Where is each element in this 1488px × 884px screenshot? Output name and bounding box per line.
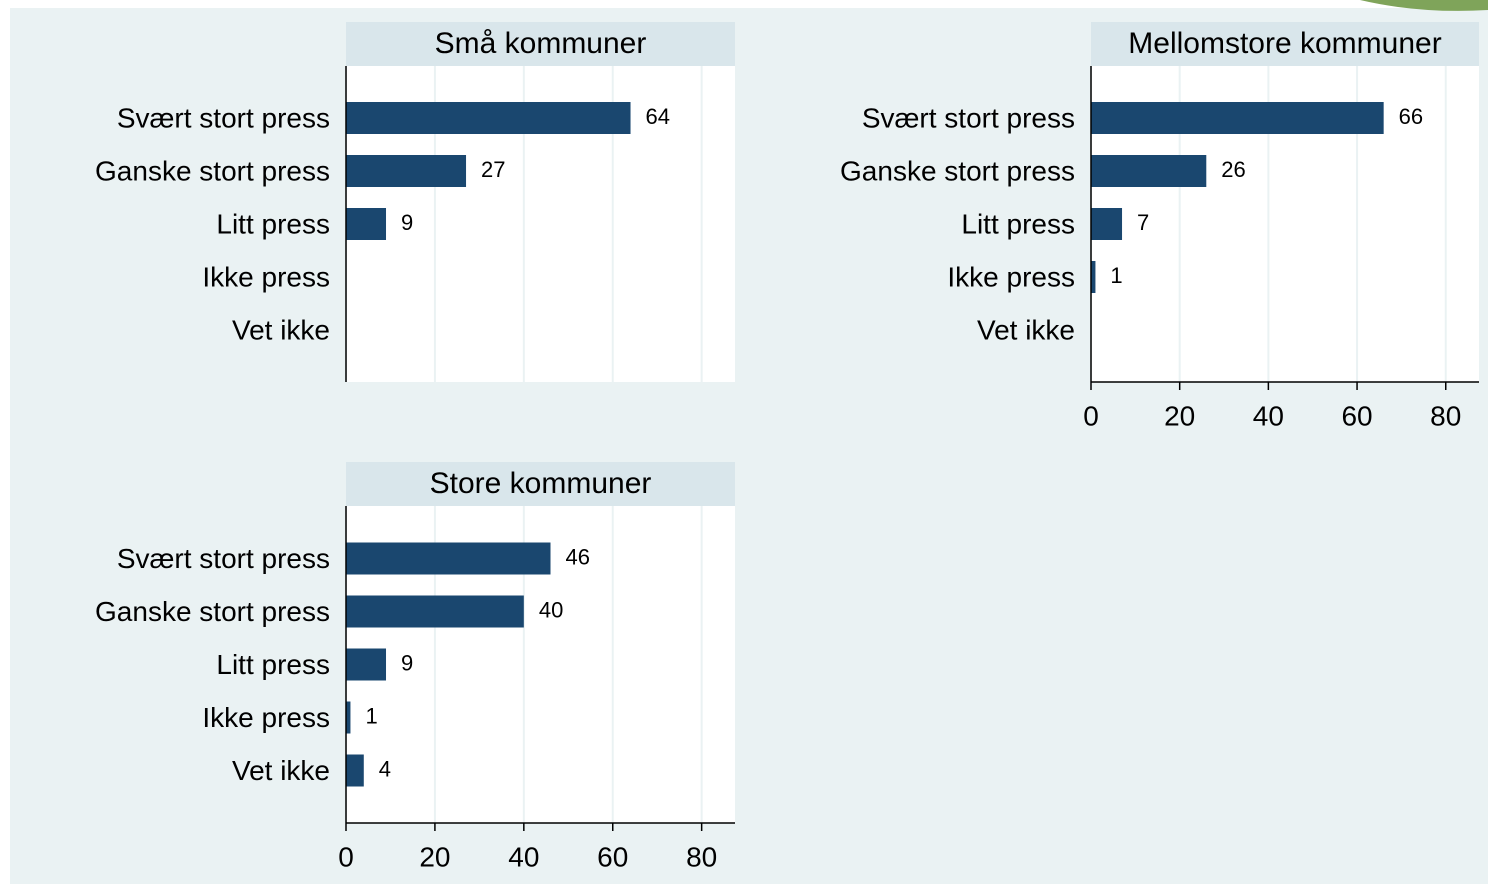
x-tick-label: 60 (1341, 400, 1372, 431)
corner-decoration (1360, 0, 1488, 11)
y-tick-label: Ganske stort press (840, 155, 1075, 186)
y-tick-label: Ikke press (202, 261, 330, 292)
bar (346, 542, 551, 575)
value-label: 9 (401, 650, 413, 675)
panel-title: Mellomstore kommuner (1128, 27, 1441, 60)
value-label: 66 (1399, 104, 1423, 129)
title-strip (346, 22, 735, 66)
x-tick-label: 80 (1430, 400, 1461, 431)
x-tick-label: 80 (686, 841, 717, 872)
y-tick-label: Ikke press (947, 261, 1075, 292)
x-tick-label: 0 (338, 841, 354, 872)
bar (1091, 208, 1123, 240)
y-tick-label: Ikke press (202, 702, 330, 733)
x-tick-label: 40 (508, 841, 539, 872)
y-tick-label: Litt press (216, 649, 330, 680)
bar (346, 754, 364, 787)
bar (346, 595, 524, 628)
x-tick-label: 40 (1253, 400, 1284, 431)
x-tick-label: 60 (597, 841, 628, 872)
value-label: 9 (401, 210, 413, 235)
bar (1091, 261, 1096, 293)
bar (346, 155, 467, 187)
x-tick-label: 0 (1083, 400, 1099, 431)
y-tick-label: Litt press (216, 208, 330, 239)
y-tick-label: Svært stort press (862, 102, 1075, 133)
value-label: 27 (481, 157, 505, 182)
y-tick-label: Vet ikke (232, 314, 330, 345)
value-label: 46 (566, 544, 590, 569)
value-label: 64 (646, 104, 670, 129)
value-label: 26 (1221, 157, 1245, 182)
bar (346, 208, 387, 240)
panel-title: Små kommuner (435, 27, 647, 60)
bar (1091, 102, 1384, 134)
title-strip (1091, 22, 1479, 66)
bar (1091, 155, 1207, 187)
y-tick-label: Vet ikke (232, 755, 330, 786)
y-tick-label: Ganske stort press (95, 155, 330, 186)
y-tick-label: Ganske stort press (95, 596, 330, 627)
y-tick-label: Litt press (961, 208, 1075, 239)
bar (346, 648, 387, 681)
x-tick-label: 20 (1164, 400, 1195, 431)
value-label: 4 (379, 756, 391, 781)
bar (346, 701, 351, 734)
title-strip (346, 462, 735, 506)
value-label: 1 (365, 703, 377, 728)
y-tick-label: Svært stort press (117, 102, 330, 133)
y-tick-label: Vet ikke (977, 314, 1075, 345)
x-tick-label: 20 (419, 841, 450, 872)
value-label: 40 (539, 597, 563, 622)
value-label: 7 (1137, 210, 1149, 235)
value-label: 1 (1110, 263, 1122, 288)
bar (346, 102, 631, 134)
panel-title: Store kommuner (430, 467, 652, 500)
y-tick-label: Svært stort press (117, 543, 330, 574)
